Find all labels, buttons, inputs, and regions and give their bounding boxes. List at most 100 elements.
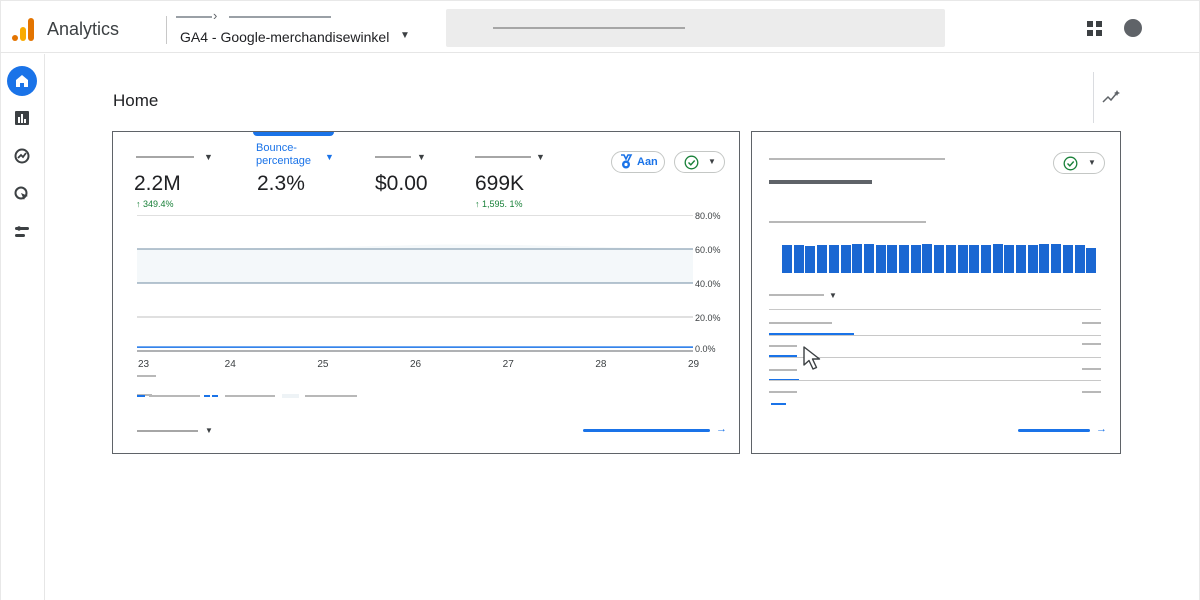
per-minute-bar [992,244,1003,273]
reports-icon[interactable] [7,103,37,133]
per-minute-bar [887,245,898,273]
arrow-right-icon[interactable]: → [1096,423,1107,435]
metric-dropdown-icon[interactable]: ▼ [417,152,426,162]
per-minute-bar [1062,245,1073,273]
per-minute-bar [910,245,921,273]
y-tick-label: 20.0% [695,313,721,323]
per-minute-bar [805,246,816,273]
breadcrumb-account-placeholder [176,16,212,18]
x-tick-label: 26 [410,359,422,370]
per-minute-bar [934,245,945,273]
chart-legend [137,394,357,398]
y-tick-label: 40.0% [695,279,721,289]
view-report-link[interactable] [583,429,710,432]
selected-tab-indicator [253,132,334,136]
insights-toggle[interactable]: Aan [611,151,665,173]
breadcrumb-property-placeholder [229,16,331,18]
x-tick-label: 28 [595,359,607,370]
per-minute-bar [899,245,909,273]
per-minute-bar-chart [782,243,1098,273]
metric-label-placeholder [475,156,531,158]
per-minute-bar [875,245,886,273]
legend-title-placeholder [137,375,156,377]
per-minute-bar [969,245,980,273]
per-minute-bar [1027,245,1038,273]
metric-dropdown-icon[interactable]: ▼ [204,152,213,162]
per-minute-bar [840,245,851,273]
toggle-label: Aan [637,156,658,168]
insights-divider [1093,72,1094,123]
x-tick-label: 23 [138,359,150,370]
per-minute-bar [945,245,956,273]
card-value-placeholder [769,180,872,184]
per-minute-bar [922,244,933,273]
metric-dropdown-icon[interactable]: ▼ [325,152,334,162]
mouse-cursor-icon [803,346,821,370]
table-row-divider [769,335,1101,336]
analytics-logo-icon[interactable] [12,17,34,41]
dropdown-icon: ▼ [708,157,716,166]
table-row-divider [769,380,1101,381]
subtitle-placeholder [769,221,926,223]
table-row-value [1082,391,1101,393]
explore-icon[interactable] [7,141,37,171]
date-range-dropdown-icon[interactable]: ▼ [205,426,213,435]
legend-dash-marker [204,395,210,397]
metric-change: ↑ 349.4% [136,199,174,209]
configure-icon[interactable] [7,217,37,247]
metric-value: $0.00 [375,172,428,195]
table-row-bar [769,355,797,357]
dropdown-icon: ▼ [1088,158,1096,167]
legend-label-placeholder [149,395,200,397]
per-minute-bar [852,244,863,273]
dimension-dropdown-icon[interactable]: ▼ [829,291,837,300]
left-nav [0,54,45,600]
table-row-divider [769,357,1101,358]
search-bar[interactable] [446,9,945,47]
top-bar: Analytics › GA4 - Google-merchandisewink… [0,0,1200,53]
metric-label-placeholder [375,156,411,158]
metric-dropdown-icon[interactable]: ▼ [536,152,545,162]
table-header-divider [769,309,1101,310]
property-dropdown-icon[interactable]: ▼ [400,30,410,41]
y-tick-label: 60.0% [695,245,721,255]
realtime-card: ▼ ▼ → [751,131,1121,454]
apps-grid-icon[interactable] [1087,21,1102,36]
home-icon[interactable] [7,66,37,96]
realtime-status-button[interactable]: ▼ [1053,152,1105,174]
per-minute-bar [817,245,828,273]
comparison-status-button[interactable]: ▼ [674,151,725,173]
y-tick-label: 80.0% [695,211,721,221]
page-title: Home [113,91,159,110]
comparison-range-band [137,244,693,283]
property-selector[interactable]: GA4 - Google-merchandisewinkel [180,29,390,45]
per-minute-bar [793,245,804,273]
per-minute-bar [782,245,792,273]
per-minute-bar [1086,248,1097,273]
medal-icon [621,154,633,169]
app-title: Analytics [47,19,120,39]
dimension-selector-placeholder [769,294,824,296]
metric-label-bounce[interactable]: Bounce-percentage [256,142,312,167]
table-row-label [769,369,797,371]
per-minute-bar [1016,245,1026,273]
bounce-rate-chart [137,215,693,352]
table-row-bar [769,333,854,335]
table-row-value [1082,322,1101,324]
x-tick-label: 24 [224,359,236,370]
table-row-label [769,391,797,393]
arrow-right-icon[interactable]: → [716,423,727,435]
x-tick-label: 27 [502,359,514,370]
date-range-placeholder [137,430,198,432]
insights-icon[interactable] [1101,89,1121,105]
check-circle-icon [1063,156,1078,171]
search-placeholder [493,27,685,29]
table-row-label [769,345,797,347]
per-minute-bar [1039,244,1050,273]
header-divider [166,16,167,44]
advertising-icon[interactable] [7,179,37,209]
account-avatar[interactable] [1124,19,1142,37]
view-realtime-link[interactable] [1018,429,1090,432]
table-row-value [1082,368,1101,370]
per-minute-bar [1074,245,1085,273]
